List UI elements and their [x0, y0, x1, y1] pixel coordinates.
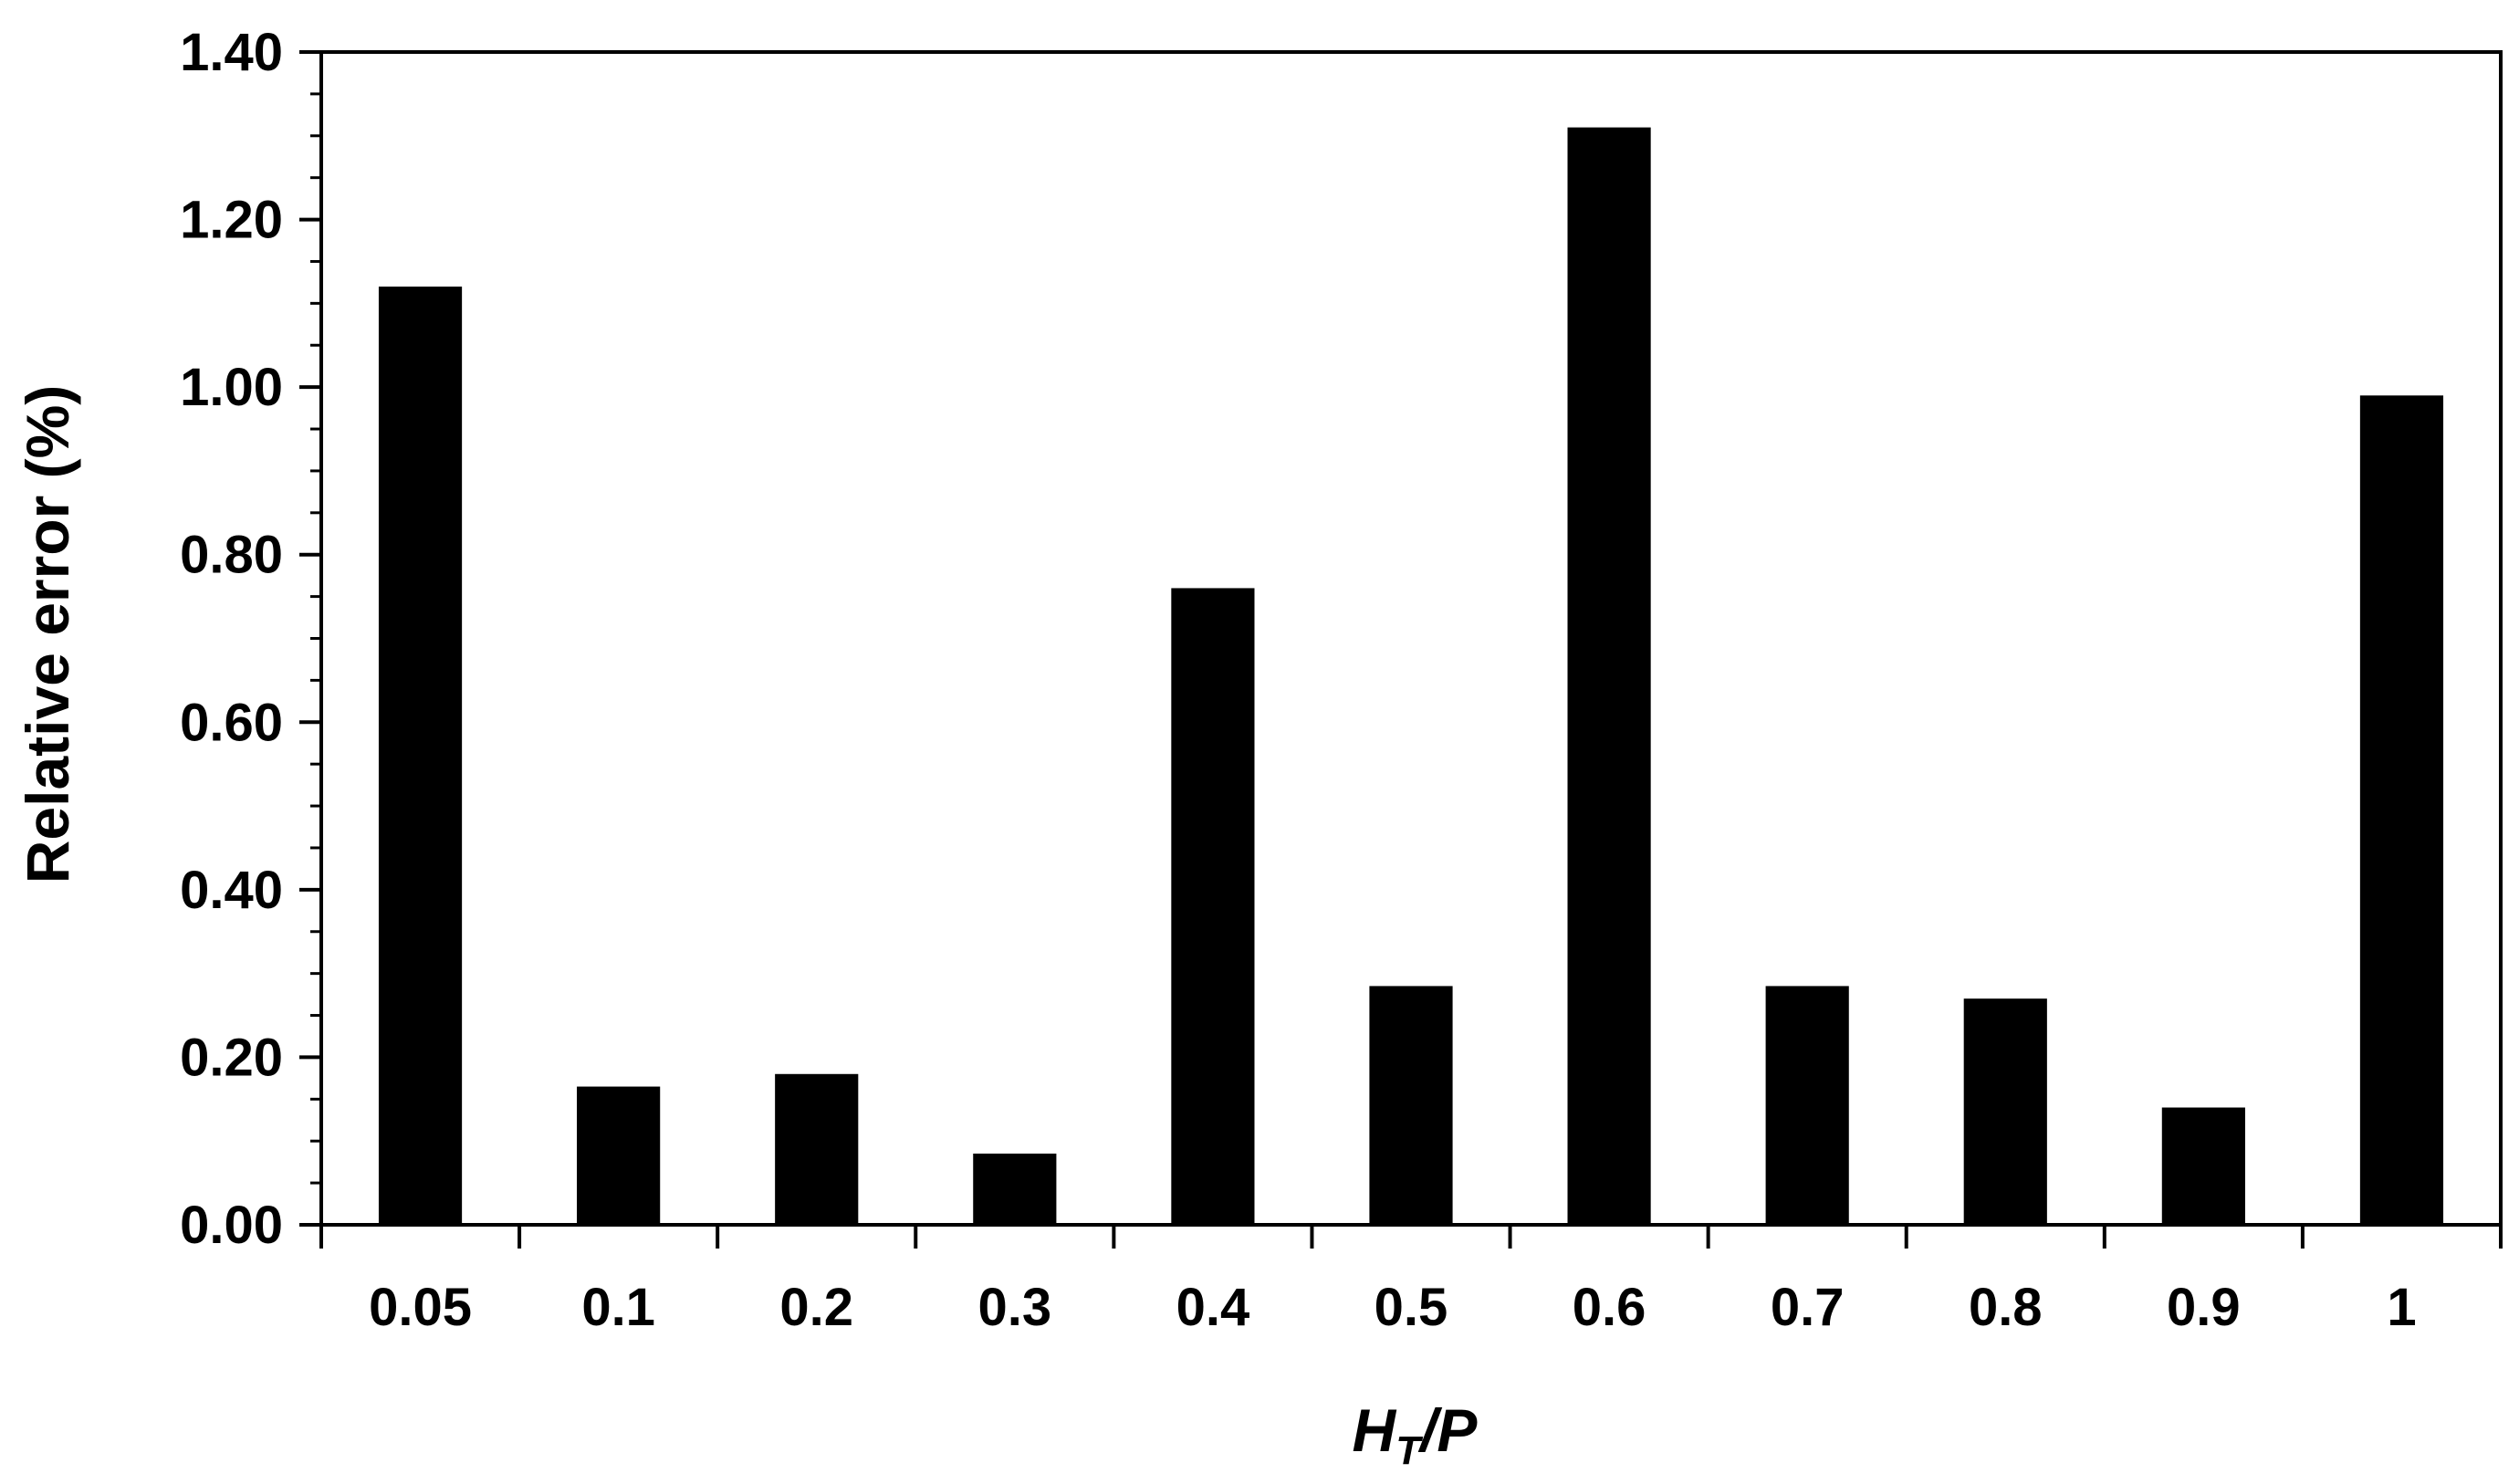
bar: [1171, 588, 1255, 1225]
bar: [2161, 1107, 2245, 1225]
x-axis-ticks: 0.05 0.1 0.2 0.3 0.4 0.5 0.6 0.7 0.8 0.9 1: [319, 1225, 2503, 1337]
y-tick-label: 0.20: [180, 1028, 283, 1087]
x-tick-label: 0.5: [1374, 1278, 1448, 1337]
x-tick-label: 0.3: [977, 1278, 1051, 1337]
bar: [1567, 127, 1651, 1225]
y-axis-ticks: 0.00 0.20 0.40 0.60 0.80 1.00 1.20 1.40: [180, 23, 321, 1255]
x-tick-label: 0.8: [1969, 1278, 2043, 1337]
y-tick-label: 1.40: [180, 23, 283, 82]
bar: [1765, 986, 1849, 1225]
bar: [577, 1086, 661, 1225]
y-tick-label: 0.60: [180, 693, 283, 752]
y-tick-label: 1.00: [180, 358, 283, 417]
y-tick-label: 1.20: [180, 191, 283, 250]
x-tick-label: 0.2: [779, 1278, 853, 1337]
bar: [973, 1153, 1057, 1225]
x-tick-label: 0.9: [2167, 1278, 2241, 1337]
bars: [378, 127, 2444, 1226]
bar: [775, 1073, 859, 1225]
bar: [378, 287, 463, 1225]
bar: [1963, 998, 2047, 1225]
y-tick-label: 0.80: [180, 526, 283, 585]
y-axis-title: Relative error (%): [14, 385, 81, 884]
x-axis-title-subscript: T: [1395, 1428, 1423, 1473]
x-tick-label: 0.05: [369, 1278, 472, 1337]
x-tick-label: 1: [2387, 1278, 2416, 1337]
x-tick-label: 0.1: [581, 1278, 655, 1337]
x-axis-title-main: H: [1353, 1396, 1397, 1464]
x-axis-title: HT/P: [1353, 1396, 1479, 1473]
y-tick-label: 0.40: [180, 861, 283, 920]
bar: [2359, 395, 2444, 1226]
x-tick-label: 0.6: [1573, 1278, 1646, 1337]
x-tick-label: 0.4: [1176, 1278, 1250, 1337]
x-axis-title-tail: /P: [1417, 1396, 1478, 1464]
y-tick-label: 0.00: [180, 1196, 283, 1255]
x-tick-label: 0.7: [1771, 1278, 1845, 1337]
bar: [1369, 986, 1453, 1225]
